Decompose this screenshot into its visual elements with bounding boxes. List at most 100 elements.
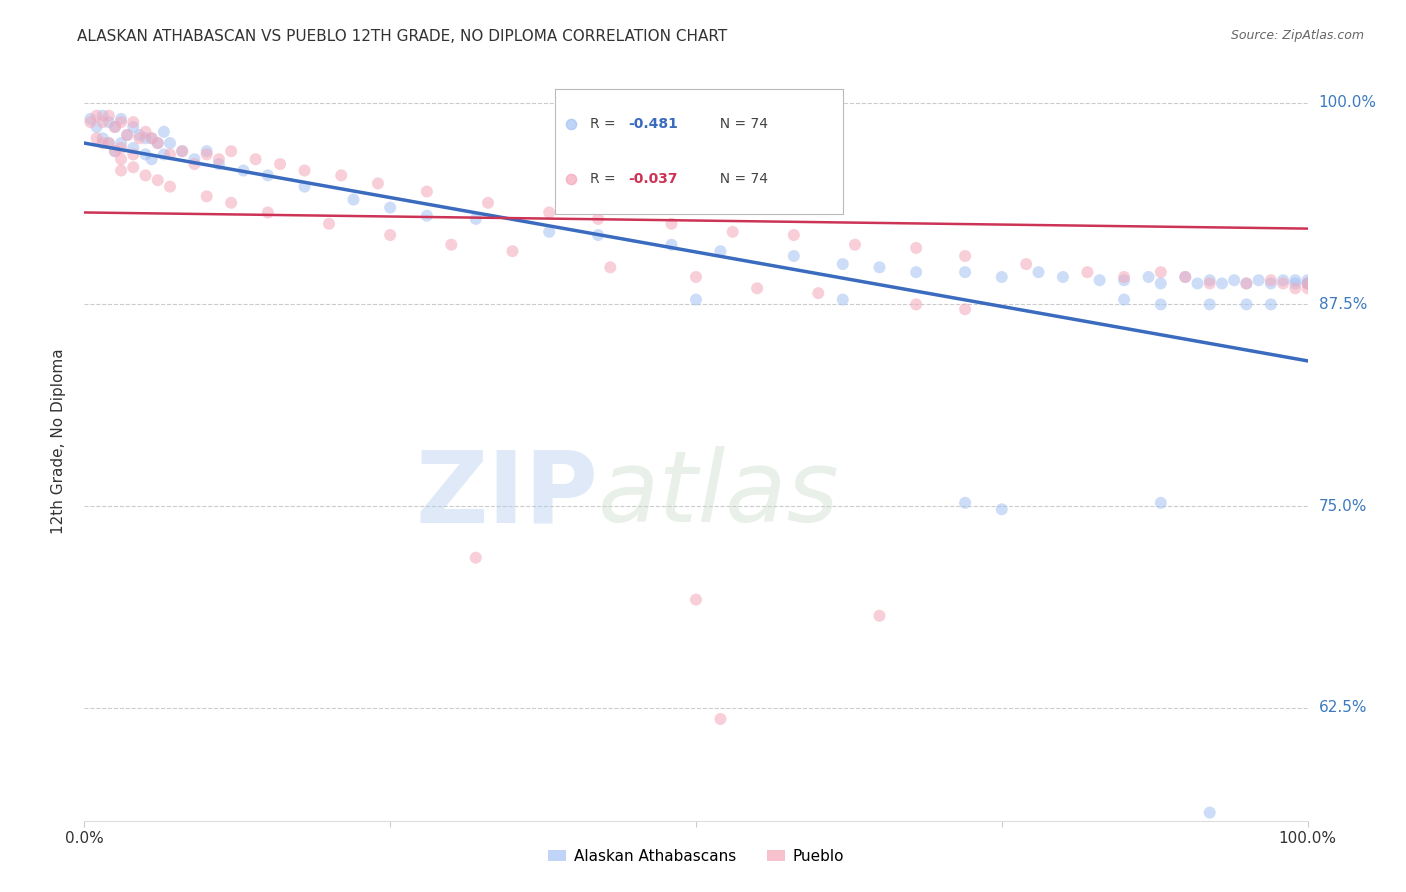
- Point: [141, 131, 163, 145]
- Text: 87.5%: 87.5%: [1319, 297, 1367, 312]
- Point: [135, 131, 157, 145]
- Point: [661, 237, 683, 252]
- Point: [586, 211, 609, 226]
- Point: [159, 147, 181, 161]
- Point: [135, 125, 157, 139]
- Point: [122, 120, 145, 134]
- Point: [232, 163, 254, 178]
- Point: [115, 128, 138, 142]
- Point: [294, 179, 316, 194]
- Point: [1076, 265, 1098, 279]
- Point: [135, 169, 157, 183]
- Point: [1247, 273, 1270, 287]
- Point: [172, 144, 194, 158]
- Point: [1296, 277, 1319, 291]
- Point: [208, 153, 231, 167]
- Point: [1137, 270, 1160, 285]
- Point: [869, 260, 891, 275]
- Point: [783, 228, 806, 243]
- Point: [97, 109, 120, 123]
- Point: [122, 141, 145, 155]
- Point: [953, 249, 976, 263]
- Point: [128, 128, 150, 142]
- Point: [367, 177, 389, 191]
- Point: [1260, 277, 1282, 291]
- Point: [86, 131, 108, 145]
- Point: [1198, 273, 1220, 287]
- Point: [183, 153, 205, 167]
- Point: [869, 608, 891, 623]
- Text: Source: ZipAtlas.com: Source: ZipAtlas.com: [1230, 29, 1364, 42]
- Point: [1198, 277, 1220, 291]
- Point: [953, 496, 976, 510]
- Point: [1174, 270, 1197, 285]
- Point: [318, 217, 340, 231]
- Point: [1150, 297, 1173, 311]
- Point: [91, 136, 114, 150]
- Y-axis label: 12th Grade, No Diploma: 12th Grade, No Diploma: [51, 349, 66, 534]
- Point: [464, 550, 486, 565]
- Point: [464, 211, 486, 226]
- Point: [807, 286, 830, 301]
- Point: [1296, 277, 1319, 291]
- Point: [1272, 273, 1295, 287]
- Point: [1223, 273, 1246, 287]
- Point: [172, 144, 194, 158]
- Point: [110, 153, 132, 167]
- Point: [110, 112, 132, 126]
- Point: [1236, 277, 1258, 291]
- Point: [440, 237, 463, 252]
- Text: 100.0%: 100.0%: [1319, 95, 1376, 111]
- Point: [1198, 805, 1220, 820]
- Point: [1028, 265, 1050, 279]
- Point: [599, 260, 621, 275]
- Point: [122, 115, 145, 129]
- Point: [146, 173, 169, 187]
- Point: [97, 136, 120, 150]
- Point: [159, 179, 181, 194]
- Point: [1114, 273, 1136, 287]
- Point: [269, 157, 291, 171]
- Point: [905, 241, 928, 255]
- Point: [91, 115, 114, 129]
- Point: [110, 136, 132, 150]
- Point: [1284, 281, 1306, 295]
- Point: [1272, 277, 1295, 291]
- Point: [1296, 281, 1319, 295]
- Point: [86, 120, 108, 134]
- Point: [685, 270, 707, 285]
- Point: [79, 115, 101, 129]
- Point: [257, 169, 280, 183]
- Point: [380, 228, 402, 243]
- Point: [953, 265, 976, 279]
- Point: [91, 109, 114, 123]
- Point: [122, 147, 145, 161]
- Point: [538, 205, 561, 219]
- Point: [1260, 273, 1282, 287]
- Point: [1260, 297, 1282, 311]
- Point: [153, 125, 176, 139]
- Point: [586, 228, 609, 243]
- Point: [1211, 277, 1233, 291]
- Point: [110, 141, 132, 155]
- Point: [1187, 277, 1209, 291]
- Point: [709, 712, 731, 726]
- Point: [195, 189, 218, 203]
- Point: [502, 244, 524, 259]
- Point: [1236, 277, 1258, 291]
- Point: [831, 257, 853, 271]
- Point: [538, 225, 561, 239]
- Point: [685, 293, 707, 307]
- Point: [245, 153, 267, 167]
- Point: [330, 169, 353, 183]
- Point: [104, 120, 127, 134]
- Point: [195, 147, 218, 161]
- Point: [1150, 277, 1173, 291]
- Point: [195, 144, 218, 158]
- Legend: Alaskan Athabascans, Pueblo: Alaskan Athabascans, Pueblo: [541, 843, 851, 870]
- Point: [991, 270, 1014, 285]
- Point: [86, 109, 108, 123]
- Point: [1284, 277, 1306, 291]
- Point: [721, 225, 744, 239]
- Point: [219, 144, 242, 158]
